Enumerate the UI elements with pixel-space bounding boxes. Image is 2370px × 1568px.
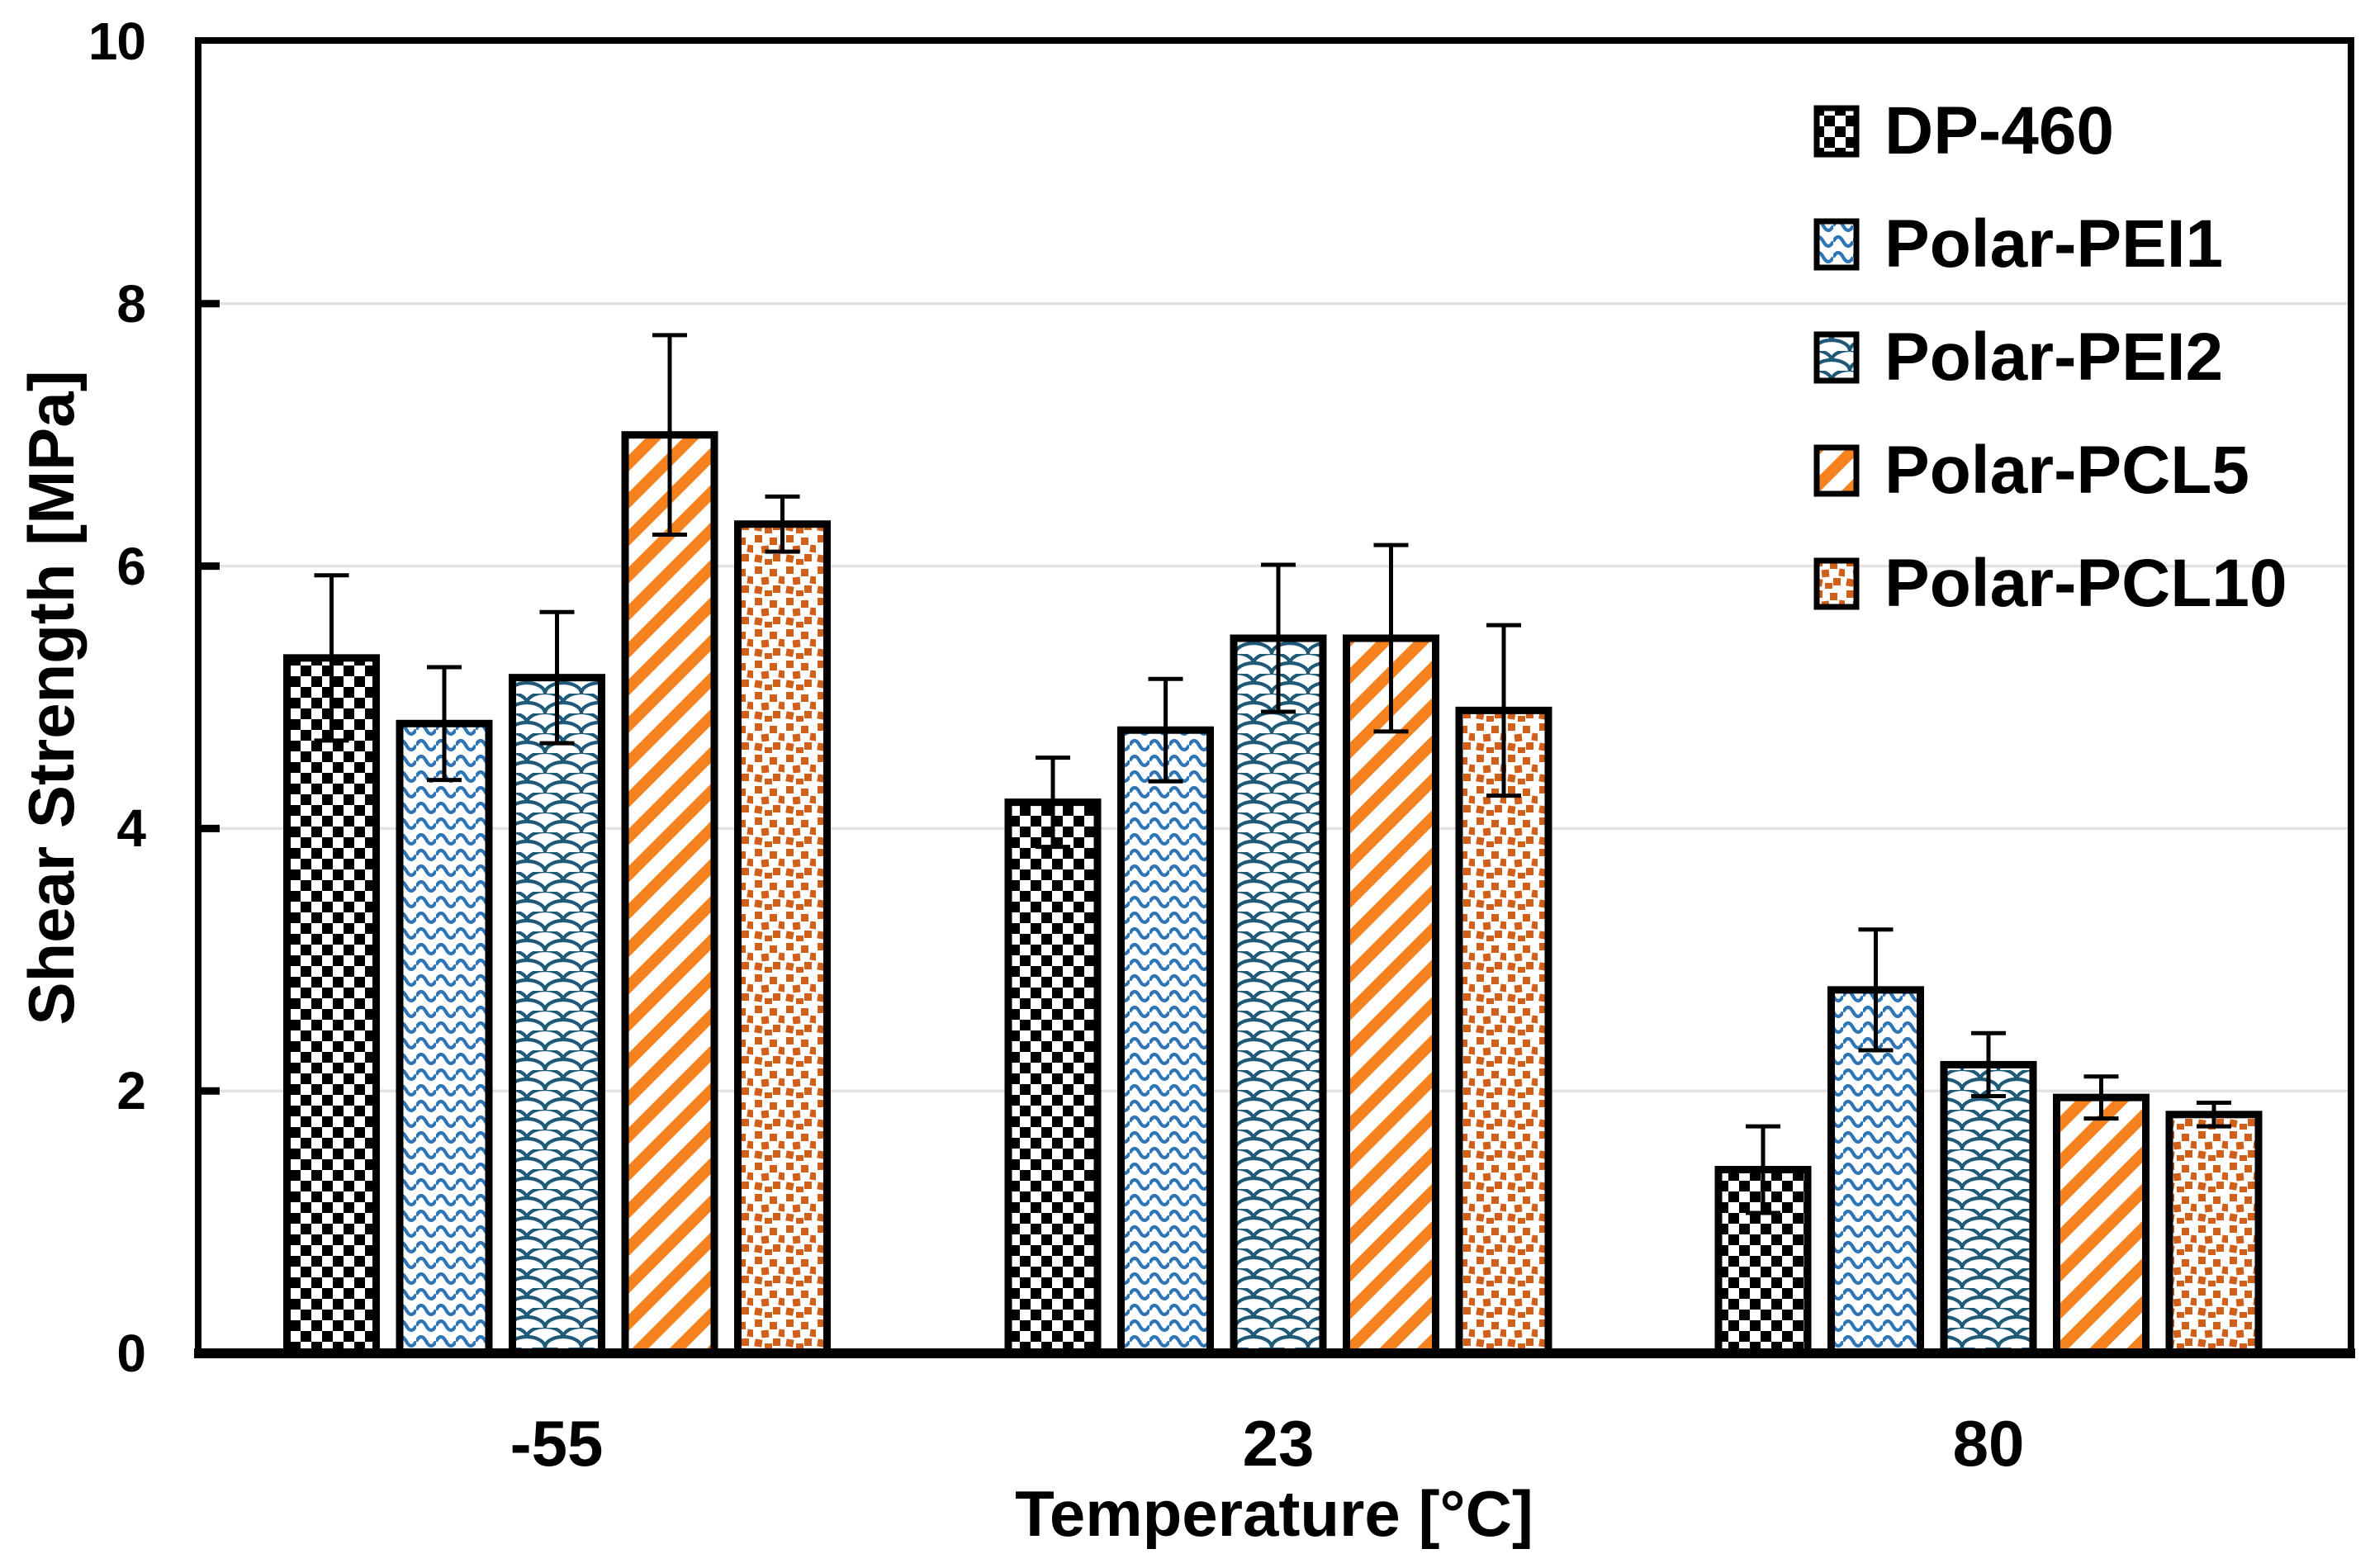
bar-Polar-PCL5-at--55 — [621, 431, 718, 1357]
bar-Polar-PEI1-at-23 — [1117, 726, 1214, 1357]
bar-Polar-PEI1-at--55 — [396, 719, 493, 1357]
x-category-label-80: 80 — [1952, 1407, 2025, 1480]
y-tick-label-6: 6 — [116, 537, 146, 596]
legend-swatch-checker-icon — [1813, 105, 1860, 157]
y-axis-title: Shear Strength [MPa] — [15, 370, 88, 1026]
legend-item-polar-pcl5: Polar-PCL5 — [1813, 414, 2287, 527]
legend-label: Polar-PCL10 — [1884, 545, 2287, 621]
x-category-label-23: 23 — [1242, 1407, 1315, 1480]
bar-Polar-PEI2-at--55 — [509, 674, 605, 1357]
bar-Polar-PCL10-at--55 — [734, 520, 831, 1357]
x-category-label-minus55: -55 — [510, 1407, 604, 1480]
legend-label: Polar-PEI2 — [1884, 319, 2224, 395]
legend-swatch-dots-icon — [1813, 557, 1860, 609]
bar-Polar-PCL5-at-80 — [2053, 1093, 2150, 1357]
y-tick-label-2: 2 — [116, 1061, 146, 1120]
y-tick-label-0: 0 — [116, 1324, 146, 1383]
legend-label: Polar-PCL5 — [1884, 432, 2249, 508]
legend-swatch-scales-icon — [1813, 331, 1860, 383]
legend-item-polar-pei2: Polar-PEI2 — [1813, 301, 2287, 414]
bar-Polar-PCL10-at-80 — [2165, 1111, 2263, 1357]
legend-item-polar-pcl10: Polar-PCL10 — [1813, 527, 2287, 640]
legend-swatch-wave-icon — [1813, 218, 1860, 270]
bar-DP-460-at--55 — [283, 654, 380, 1357]
bar-Polar-PCL5-at-23 — [1343, 634, 1439, 1357]
bar-Polar-PCL10-at-23 — [1455, 706, 1552, 1357]
y-tick-label-8: 8 — [116, 274, 146, 334]
bar-Polar-PEI2-at-23 — [1230, 634, 1327, 1357]
legend-item-polar-pei1: Polar-PEI1 — [1813, 187, 2287, 301]
y-tick-label-4: 4 — [116, 798, 146, 858]
legend-swatch-stripes-icon — [1813, 444, 1860, 496]
legend-item-dp460: DP-460 — [1813, 74, 2287, 187]
legend: DP-460 Polar-PEI1 Polar-PEI2 Polar-PCL5 … — [1813, 74, 2287, 640]
x-axis-title: Temperature [°C] — [1015, 1477, 1533, 1550]
legend-label: DP-460 — [1884, 92, 2115, 168]
legend-label: Polar-PEI1 — [1884, 206, 2224, 282]
bar-Polar-PEI2-at-80 — [1940, 1060, 2037, 1357]
bar-DP-460-at-23 — [1004, 798, 1102, 1357]
y-tick-label-10: 10 — [88, 12, 146, 71]
